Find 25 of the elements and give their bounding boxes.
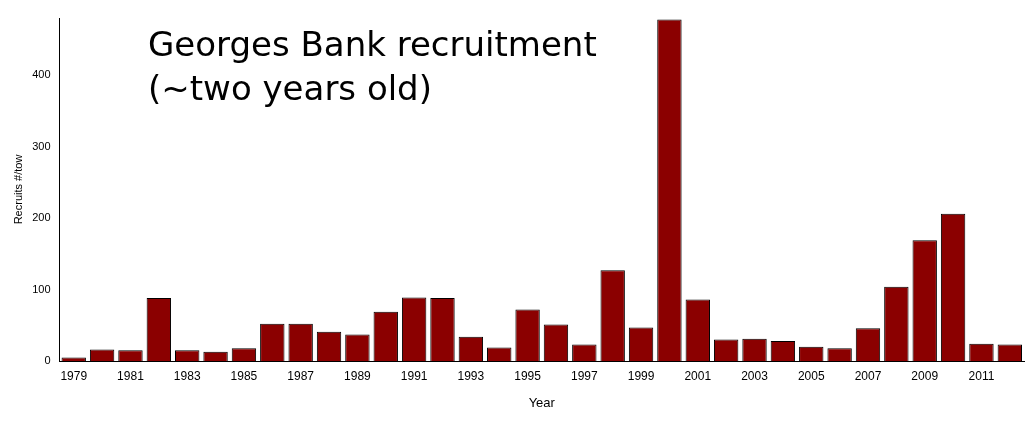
y-tick-label: 400 — [32, 68, 51, 81]
x-axis-title: Year — [528, 394, 556, 410]
x-tick-label: 2009 — [911, 368, 939, 383]
x-tick-label: 2001 — [684, 368, 712, 383]
x-tick-label: 2011 — [968, 368, 995, 383]
x-tick-label: 2003 — [741, 368, 769, 383]
x-tick-label: 1985 — [230, 368, 258, 383]
x-tick-label: 1993 — [457, 368, 485, 383]
y-tick-label: 200 — [32, 211, 51, 224]
y-tick-label: 0 — [44, 354, 51, 367]
y-tick-label: 100 — [32, 282, 51, 295]
x-tick-label: 1979 — [60, 368, 88, 383]
x-tick-label: 1991 — [400, 368, 428, 383]
y-axis-title: Recruits #/tow — [11, 154, 24, 225]
x-tick-label: 1997 — [570, 368, 598, 383]
x-tick-label: 1983 — [173, 368, 201, 383]
x-tick-label: 1981 — [117, 368, 145, 383]
x-tick-label: 1999 — [627, 368, 655, 383]
x-tick-label: 2007 — [854, 368, 882, 383]
x-tick-label: 2005 — [797, 368, 825, 383]
x-tick-label: 1989 — [344, 368, 372, 383]
x-tick-label: 1995 — [514, 368, 542, 383]
x-tick-label: 1987 — [287, 368, 315, 383]
text: Georges Bank recruitment (~two years old) — [148, 23, 598, 110]
y-tick-label: 300 — [32, 139, 51, 152]
